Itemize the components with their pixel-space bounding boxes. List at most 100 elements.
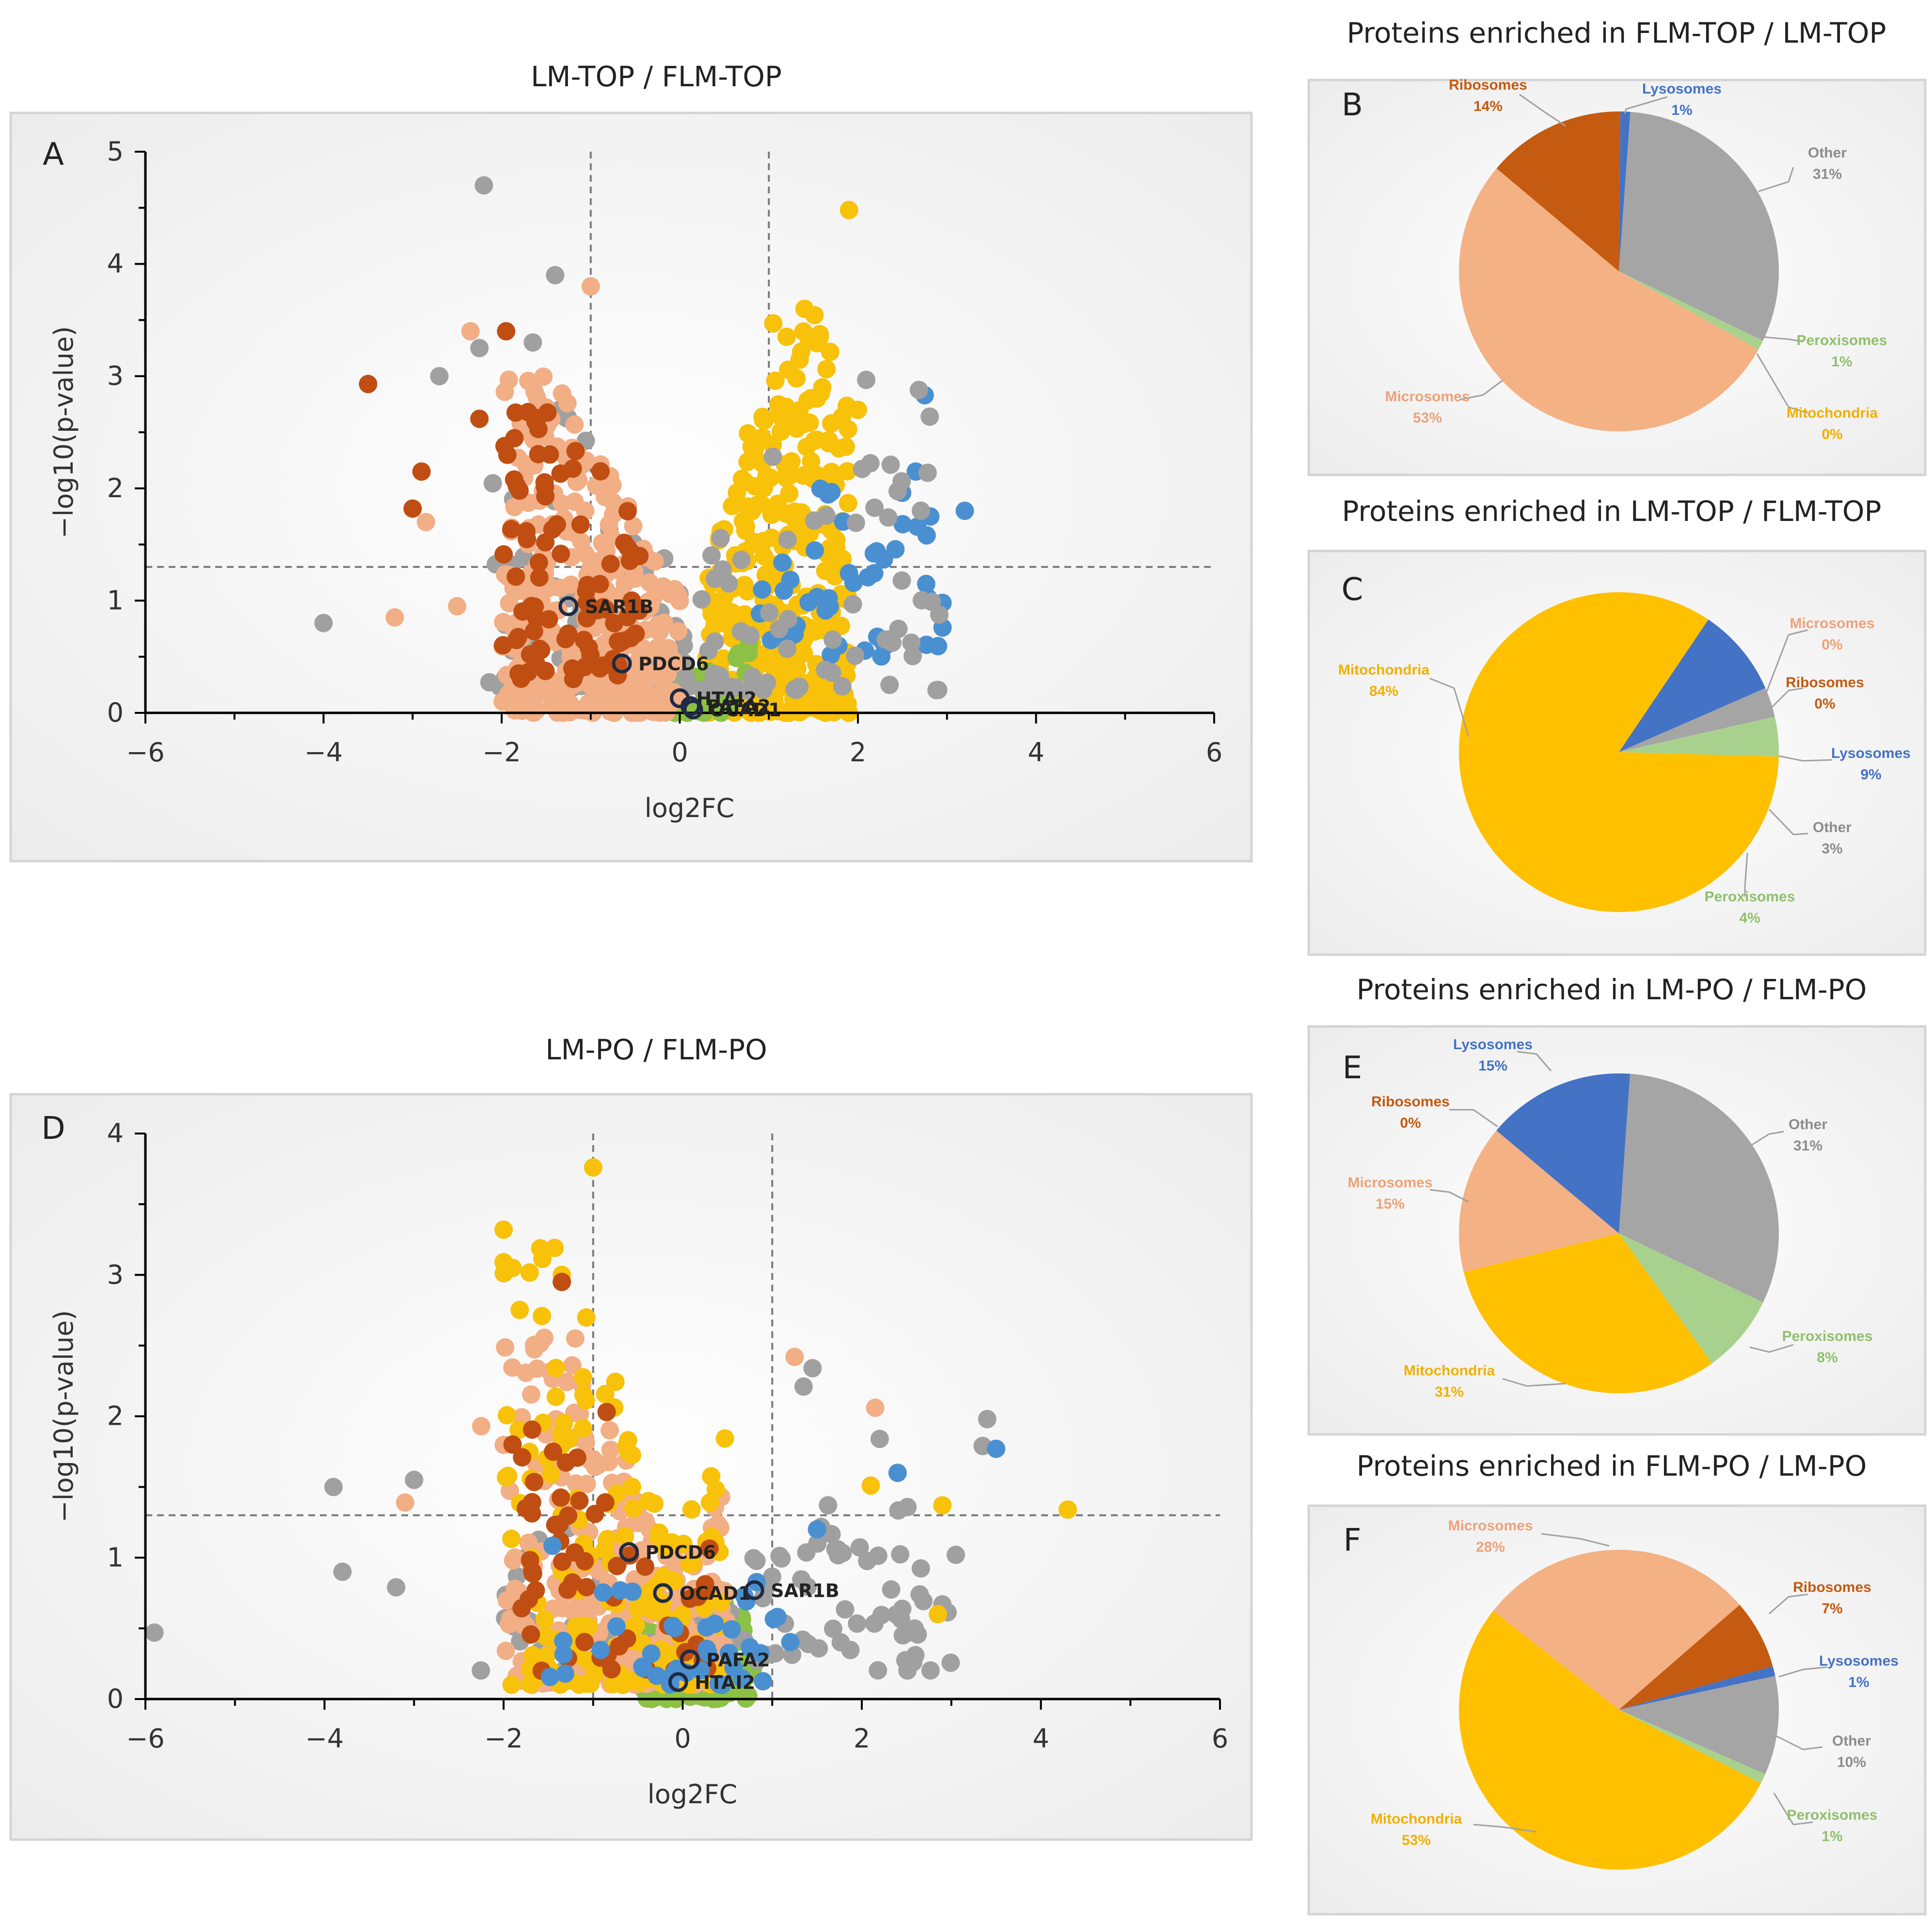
slice-label-pct: 28% bbox=[1476, 1539, 1505, 1555]
data-point-microsomes bbox=[645, 552, 664, 571]
data-point-ribosomes bbox=[608, 1557, 626, 1575]
slice-label-pct: 4% bbox=[1739, 910, 1760, 926]
data-point-other bbox=[743, 667, 762, 686]
data-point-other bbox=[754, 680, 773, 699]
data-point-microsomes bbox=[563, 1356, 582, 1375]
data-point-other bbox=[676, 667, 695, 686]
data-point-lysosomes bbox=[773, 553, 792, 572]
data-point-mitochondria bbox=[545, 1239, 564, 1258]
data-point-mitochondria bbox=[839, 201, 858, 220]
y-axis-title: −log10(p-value) bbox=[48, 326, 79, 538]
data-point-other bbox=[826, 1540, 845, 1559]
leader-line bbox=[1429, 1189, 1469, 1203]
x-tick-label: 0 bbox=[671, 737, 688, 768]
slice-label-name: Other bbox=[1808, 145, 1847, 161]
data-point-other bbox=[922, 592, 941, 611]
data-point-ribosomes bbox=[522, 1625, 540, 1644]
pie-slice-mitochondria bbox=[1458, 592, 1779, 913]
data-point-mitochondria bbox=[929, 1605, 947, 1623]
slice-label-pct: 84% bbox=[1369, 683, 1398, 699]
pie-slice-peroxisomes bbox=[1619, 1710, 1765, 1783]
data-point-other bbox=[778, 639, 797, 658]
data-point-ribosomes bbox=[529, 553, 548, 572]
data-point-microsomes bbox=[656, 658, 675, 677]
data-point-ribosomes bbox=[493, 636, 512, 655]
data-point-microsomes bbox=[655, 642, 674, 661]
y-tick-label: 2 bbox=[107, 473, 124, 504]
data-point-lysosomes bbox=[754, 1672, 773, 1691]
data-point-mitochondria bbox=[598, 1530, 617, 1548]
pie-slice-mitochondria bbox=[1458, 1610, 1761, 1870]
pie-slice-other bbox=[1619, 1073, 1779, 1303]
y-tick-label: 4 bbox=[107, 249, 124, 279]
x-tick-label: 4 bbox=[1028, 737, 1044, 768]
pie-slices bbox=[1459, 1073, 1779, 1393]
data-point-other bbox=[480, 673, 499, 692]
pie-title: Proteins enriched in FLM-TOP / LM-TOP bbox=[1346, 16, 1886, 49]
pie-slice-microsomes bbox=[1458, 168, 1758, 432]
x-axis-title: log2FC bbox=[645, 793, 734, 823]
data-point-lysosomes bbox=[642, 1644, 661, 1663]
data-point-mitochondria bbox=[738, 582, 757, 601]
data-point-ribosomes bbox=[574, 630, 593, 649]
data-point-mitochondria bbox=[805, 431, 823, 450]
data-point-other bbox=[912, 501, 930, 520]
data-point-ribosomes bbox=[618, 502, 637, 520]
leader-line bbox=[1768, 808, 1808, 835]
data-point-lysosomes bbox=[864, 544, 883, 563]
data-point-microsomes bbox=[385, 608, 404, 627]
data-point-lysosomes bbox=[722, 1620, 741, 1639]
data-point-ribosomes bbox=[553, 1552, 571, 1571]
y-tick-label: 2 bbox=[107, 1401, 124, 1432]
leader-line bbox=[1519, 94, 1566, 127]
data-point-ribosomes bbox=[596, 600, 615, 619]
data-point-mitochondria bbox=[639, 1492, 658, 1511]
data-point-microsomes bbox=[626, 569, 645, 588]
data-point-other bbox=[903, 646, 922, 665]
data-point-other bbox=[841, 1640, 860, 1659]
data-point-other bbox=[333, 1562, 352, 1581]
highlight-marker bbox=[680, 1649, 700, 1669]
data-point-microsomes bbox=[649, 701, 668, 720]
slice-label-pct: 0% bbox=[1821, 426, 1842, 442]
pie-title: Proteins enriched in FLM-PO / LM-PO bbox=[1357, 1449, 1867, 1482]
data-point-ribosomes bbox=[518, 530, 537, 549]
y-tick-label: 0 bbox=[107, 1684, 124, 1714]
leader-line bbox=[1760, 336, 1804, 343]
pie-panel-b: Proteins enriched in FLM-TOP / LM-TOP B Ly… bbox=[1307, 16, 1927, 476]
pie-title: Proteins enriched in LM-PO / FLM-PO bbox=[1357, 973, 1867, 1006]
slice-label-pct: 15% bbox=[1376, 1196, 1405, 1212]
data-point-lysosomes bbox=[768, 1607, 787, 1626]
data-point-other bbox=[858, 1552, 877, 1571]
pie-slice-microsomes bbox=[1459, 1130, 1619, 1272]
data-point-ribosomes bbox=[601, 554, 620, 573]
data-point-ribosomes bbox=[615, 534, 633, 552]
data-point-ribosomes bbox=[359, 375, 378, 394]
slice-label-name: Mitochondria bbox=[1787, 405, 1878, 421]
data-point-other bbox=[324, 1478, 343, 1496]
leader-line bbox=[1449, 1109, 1498, 1128]
pie-slice-ribosomes bbox=[1619, 1605, 1773, 1710]
data-point-other bbox=[546, 266, 565, 284]
data-point-microsomes bbox=[531, 1334, 550, 1353]
data-point-lysosomes bbox=[987, 1439, 1006, 1458]
data-point-ribosomes bbox=[566, 441, 585, 460]
data-point-lysosomes bbox=[808, 588, 826, 607]
leader-line bbox=[1749, 1131, 1784, 1147]
leader-line bbox=[1778, 755, 1833, 762]
data-point-other bbox=[808, 1534, 827, 1553]
data-point-mitochondria bbox=[499, 1466, 518, 1485]
data-point-other bbox=[911, 1559, 930, 1578]
y-tick-label: 5 bbox=[107, 136, 124, 167]
data-point-lysosomes bbox=[908, 517, 927, 536]
data-point-lysosomes bbox=[917, 575, 935, 593]
leader-line bbox=[1541, 1533, 1610, 1547]
data-point-other bbox=[833, 677, 852, 696]
data-point-mitochondria bbox=[777, 328, 796, 346]
data-point-other bbox=[902, 633, 921, 652]
data-point-other bbox=[857, 370, 876, 389]
data-point-other bbox=[475, 176, 493, 195]
data-point-ribosomes bbox=[570, 1491, 589, 1510]
data-point-ribosomes bbox=[575, 1633, 594, 1652]
data-point-lysosomes bbox=[819, 485, 838, 504]
